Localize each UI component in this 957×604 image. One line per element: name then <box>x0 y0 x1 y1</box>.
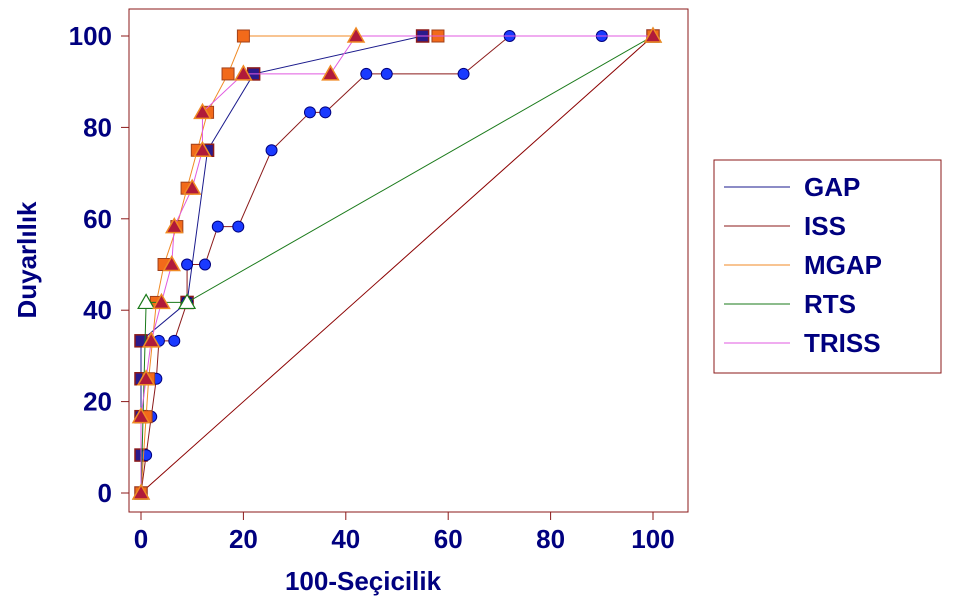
x-axis-title: 100-Seçicilik <box>285 566 442 596</box>
series-line <box>140 35 653 494</box>
x-tick-label: 0 <box>134 524 148 554</box>
data-point-circle <box>457 67 470 80</box>
series-triss <box>131 26 663 500</box>
data-point-square <box>221 67 235 81</box>
data-point-triangle <box>162 254 182 272</box>
y-axis-title: Duyarlılık <box>12 201 42 319</box>
tick-layer: 0 20 40 60 80 100 0 20 40 60 80 100 <box>69 21 675 554</box>
x-tick-label: 100 <box>631 524 674 554</box>
x-tick-label: 20 <box>229 524 258 554</box>
y-tick-label: 40 <box>83 295 112 325</box>
legend-label: GAP <box>804 172 860 202</box>
legend-label: TRISS <box>804 328 881 358</box>
data-point-circle <box>211 220 224 233</box>
data-point-circle <box>319 106 332 119</box>
y-tick-label: 20 <box>83 387 112 417</box>
data-point-triangle <box>164 217 184 234</box>
data-point-triangle <box>182 178 202 195</box>
y-tick-label: 80 <box>83 112 112 142</box>
series-rts <box>131 26 663 500</box>
data-point-circle <box>232 220 245 233</box>
legend: GAP ISS MGAP RTS TRISS <box>713 159 942 374</box>
data-point-circle <box>303 106 316 119</box>
series-layer <box>131 26 663 500</box>
y-tick-label: 100 <box>69 21 112 51</box>
data-point-triangle <box>178 293 197 310</box>
data-point-circle <box>168 334 181 347</box>
y-tick-label: 0 <box>98 478 112 508</box>
x-tick-label: 60 <box>434 524 463 554</box>
data-point-triangle <box>643 26 663 43</box>
data-point-circle <box>199 258 211 271</box>
data-point-triangle <box>141 331 161 348</box>
data-point-circle <box>181 258 194 271</box>
data-point-triangle <box>321 64 340 81</box>
data-point-triangle <box>131 407 151 424</box>
data-point-circle <box>265 144 278 157</box>
x-tick-label: 40 <box>331 524 360 554</box>
legend-label: MGAP <box>804 250 882 280</box>
y-tick-label: 60 <box>83 204 112 234</box>
data-point-triangle <box>346 26 366 43</box>
data-point-circle <box>360 67 373 80</box>
data-point-triangle <box>193 140 212 157</box>
data-point-triangle <box>131 483 151 500</box>
data-point-triangle <box>136 369 156 386</box>
legend-label: RTS <box>804 289 856 319</box>
data-point-triangle <box>137 293 156 310</box>
plot-frame <box>128 8 689 513</box>
legend-label: ISS <box>804 211 846 241</box>
data-point-triangle <box>234 64 253 81</box>
legend-box <box>713 159 942 374</box>
x-tick-label: 80 <box>536 524 565 554</box>
data-point-square <box>236 29 250 43</box>
data-point-triangle <box>193 102 212 120</box>
diagonal-reference-line <box>140 35 654 494</box>
data-point-circle <box>380 67 393 80</box>
data-point-triangle <box>152 292 171 310</box>
